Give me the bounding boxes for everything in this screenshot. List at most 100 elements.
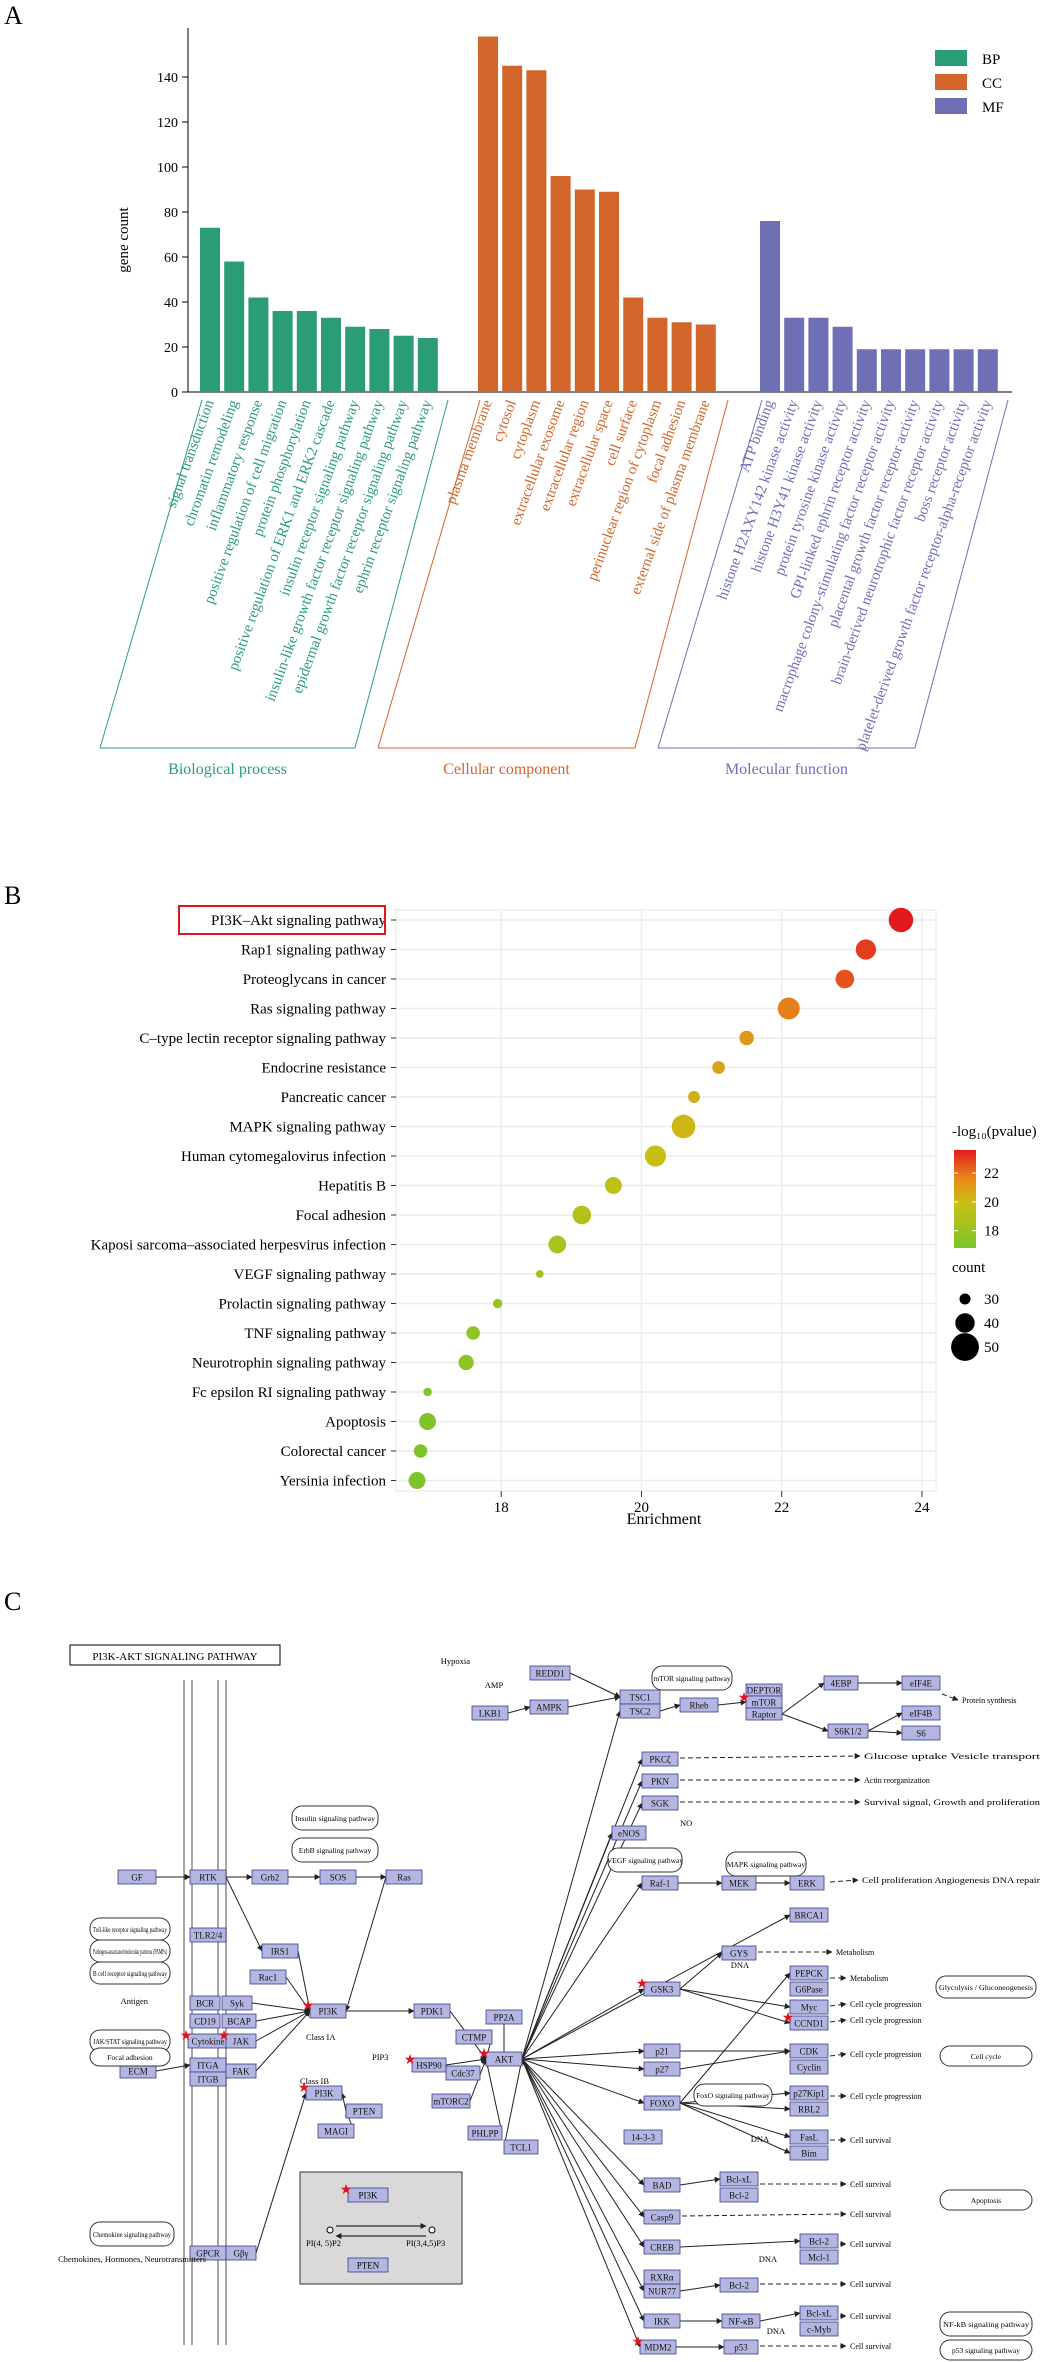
- panel-a-bar-bp: [417, 338, 438, 392]
- panel-a-y-tick-label: 0: [171, 386, 178, 401]
- panel-b-pathway-label: Neurotrophin signaling pathway: [192, 1356, 387, 1372]
- kegg-box-ccnd1: [789, 2015, 829, 2031]
- panel-b-point: [739, 1030, 754, 1046]
- kegg-box-mtorc2: [431, 2093, 471, 2109]
- panel-a-bar-mf: [784, 317, 805, 392]
- kegg-edge: [251, 2002, 311, 2014]
- panel-b-grid: [391, 910, 936, 1491]
- kegg-pathway-oval-label: JAK/STAT signaling pathway: [93, 2037, 167, 2046]
- kegg-edge: [285, 1976, 311, 2012]
- kegg-box-reddi: [529, 1665, 571, 1681]
- panel-a-legend-swatch: [935, 74, 967, 90]
- kegg-box-ampk: [529, 1699, 569, 1715]
- kegg-box-label: HSP90: [416, 2061, 442, 2071]
- kegg-box-label: ECM: [128, 2067, 148, 2077]
- kegg-outcome-ccp4: Cell cycle progression: [850, 2092, 922, 2101]
- panel-b-pathway-label: Kaposi sarcoma–associated herpesvirus in…: [91, 1238, 387, 1254]
- kegg-box-g6pase: [789, 1981, 829, 1997]
- kegg-box-label: PTEN: [353, 2107, 376, 2117]
- panel-a-bar-cc: [574, 189, 595, 392]
- kegg-box-b1433: [623, 2129, 663, 2145]
- kegg-edge: [445, 2056, 487, 2066]
- panel-a-group-brackets: Biological process Cellular component Mole…: [99, 399, 1009, 778]
- kegg-box-casp9: [643, 2209, 681, 2225]
- kegg-edge: [255, 2010, 311, 2072]
- kegg-pathway-oval-label: Cell cycle: [971, 2052, 1002, 2061]
- panel-b-x-tick-label: 24: [914, 1500, 930, 1516]
- kegg-outcome-edge: [829, 2001, 847, 2008]
- panel-label-a: A: [4, 1, 23, 30]
- panel-a-bar-mf: [929, 349, 950, 392]
- kegg-box-ras: [385, 1869, 423, 1885]
- kegg-box-tcl1: [503, 2139, 539, 2155]
- kegg-edge: [679, 2238, 801, 2248]
- panel-c-connections: [155, 1672, 959, 2350]
- kegg-box-label: Cytokine: [192, 2037, 225, 2047]
- panel-a-bar-bp: [369, 329, 390, 392]
- kegg-box-label: Rac1: [259, 1973, 278, 1983]
- kegg-box-label: p27: [655, 2065, 669, 2075]
- panel-c-title: PI3K-AKT SIGNALING PATHWAY: [92, 1651, 257, 1663]
- kegg-pathway-oval-label: p53 signaling pathway: [952, 2346, 1020, 2355]
- kegg-outcome-metabolism2: Metabolism: [850, 1974, 889, 1983]
- panel-b-point: [458, 1354, 474, 1371]
- kegg-edge: [717, 1699, 747, 1706]
- panel-b-point: [835, 969, 855, 989]
- kegg-box-label: Bcl-2: [729, 2281, 749, 2291]
- panel-b-size-legend-label: 30: [984, 1292, 999, 1308]
- kegg-box-pten: [345, 2103, 383, 2119]
- kegg-pathway-oval-nfkb: [939, 2311, 1033, 2337]
- kegg-box-label: SGK: [651, 1799, 670, 1809]
- panel-b-x-ticks: 18 20 22 24: [494, 1491, 930, 1516]
- kegg-box-label: PI3K: [314, 2089, 334, 2099]
- panel-b-color-bar: [954, 1150, 976, 1248]
- panel-b-x-tick-label: 22: [774, 1500, 789, 1516]
- kegg-pathway-oval-foxo: [693, 2083, 773, 2107]
- panel-a-bar-bp: [224, 261, 245, 392]
- kegg-box-label: NUR77: [648, 2287, 677, 2297]
- kegg-box-cyclin: [789, 2059, 829, 2075]
- kegg-box-label: TSC2: [629, 1707, 650, 1717]
- kegg-edge: [679, 1952, 723, 1990]
- kegg-box-mcl1: [799, 2249, 839, 2265]
- kegg-outcome-surv1: Cell survival: [850, 2136, 892, 2145]
- panel-b-pathway-label: Endocrine resistance: [261, 1061, 386, 1077]
- panel-b-pathway-label: Yersinia infection: [280, 1474, 387, 1490]
- kegg-edge: [679, 1988, 791, 2010]
- kegg-box-label: MEK: [729, 1879, 750, 1889]
- kegg-box-s6: [901, 1725, 941, 1741]
- panel-a-bracket-mf: [657, 399, 1009, 749]
- kegg-box-creb: [643, 2239, 681, 2255]
- kegg-box-gys: [721, 1945, 757, 1961]
- kegg-outcome-protein_synthesis: Protein synthesis: [962, 1696, 1016, 1705]
- kegg-outcome-surv6: Cell survival: [850, 2312, 892, 2321]
- panel-b-color-tick-label: 22: [984, 1166, 999, 1182]
- kegg-box-bim: [789, 2145, 829, 2161]
- kegg-box-label: RXRα: [650, 2273, 674, 2283]
- kegg-box-label: AKT: [495, 2055, 514, 2065]
- kegg-box-bad: [643, 2177, 681, 2193]
- kegg-box-grb2: [251, 1869, 289, 1885]
- panel-b-point: [777, 997, 800, 1020]
- panel-b-point: [855, 939, 877, 960]
- kegg-box-label: 4EBP: [830, 1679, 851, 1689]
- kegg-box-label: CCND1: [794, 2019, 824, 2029]
- kegg-box-enos: [611, 1825, 647, 1841]
- panel-b-size-legend-label: 40: [984, 1316, 999, 1332]
- kegg-box-ctmp: [455, 2029, 493, 2045]
- kegg-box-label: p53: [734, 2343, 748, 2353]
- kegg-box-label: PEPCK: [795, 1969, 824, 1979]
- kegg-box-phlpp: [467, 2125, 503, 2141]
- panel-a-bracket-cc: [377, 399, 729, 749]
- kegg-box-label: GSK3: [651, 1985, 674, 1995]
- kegg-box-label: Syk: [230, 1999, 245, 2009]
- panel-a-legend-label: CC: [982, 76, 1002, 92]
- panel-a-legend-label: MF: [982, 100, 1004, 116]
- kegg-pathway-oval-label: mTOR signaling pathway: [653, 1674, 731, 1683]
- kegg-box-label: Raptor: [752, 1710, 777, 1720]
- kegg-label-pip3b: PI(3,4,5)P3: [406, 2238, 445, 2248]
- panel-a-bar-cc: [647, 317, 668, 392]
- kegg-edge: [521, 2058, 645, 2104]
- kegg-box-rheb: [679, 1697, 719, 1713]
- kegg-box-label: mTOR: [752, 1698, 777, 1708]
